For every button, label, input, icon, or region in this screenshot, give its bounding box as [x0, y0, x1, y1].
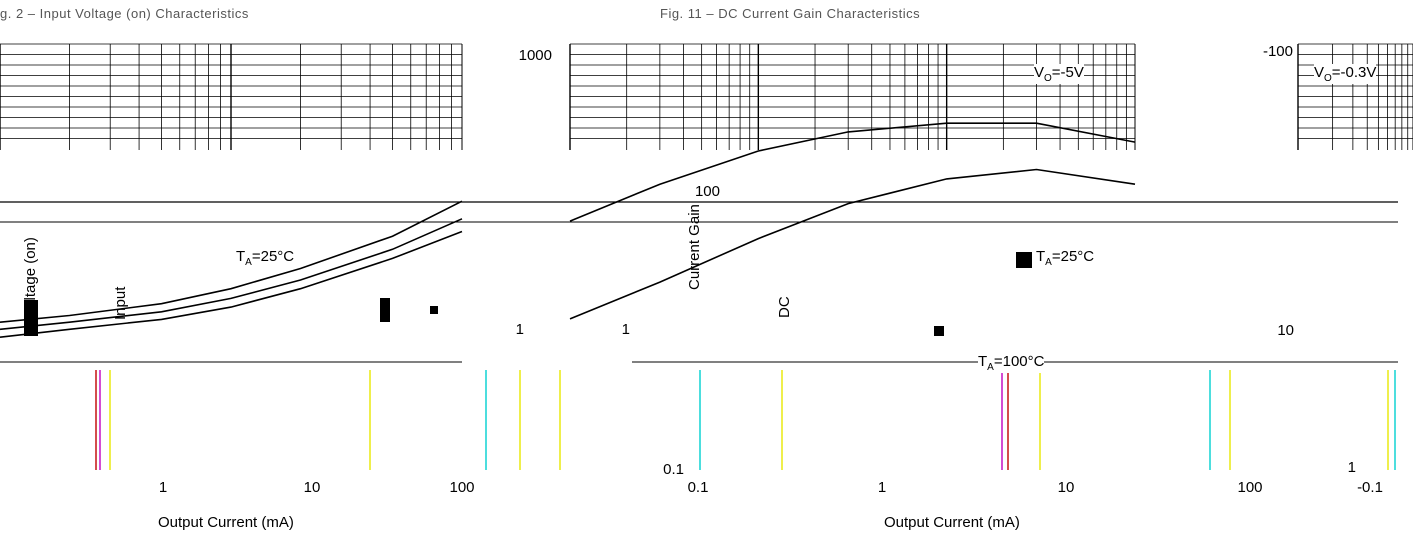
- mid-y-tick-label: 100: [695, 183, 720, 200]
- mid-series-line: [569, 168, 1136, 320]
- scan-artifact-block: [1016, 252, 1032, 268]
- left-series-line: [0, 200, 463, 323]
- mid-series-line: [569, 122, 1136, 222]
- mid-y-axis-title: Current Gain: [686, 204, 703, 290]
- mid-x-tick-label: 0.1: [688, 479, 709, 496]
- scan-artifact-block: [380, 298, 390, 322]
- right-x-tick-label: -0.1: [1357, 479, 1383, 496]
- mid-x-tick-label: 10: [1058, 479, 1075, 496]
- left-x-tick-label: 1: [159, 479, 167, 496]
- scan-artifact-block: [430, 306, 438, 314]
- scan-artifact-block: [934, 326, 944, 336]
- left-y-axis-title-2: Input: [112, 286, 129, 320]
- right-y-tick-label: 10: [1277, 322, 1294, 339]
- left-y-tick-label: 1: [622, 321, 630, 338]
- mid-y-axis-title-2: DC: [776, 296, 793, 318]
- mid-ta100-annotation: TA=100°C: [978, 353, 1045, 373]
- left-x-tick-label: 10: [304, 479, 321, 496]
- left-y-axis-title: Voltage (on): [22, 237, 39, 318]
- left-series-line: [0, 218, 463, 331]
- left-x-axis-title: Output Current (mA): [158, 514, 294, 531]
- right-vo-annotation: VO=-0.3V: [1314, 64, 1377, 84]
- right-figure-title: Fig. 11 – DC Current Gain Characteristic…: [660, 6, 921, 21]
- mid-y-tick-label: 1000: [519, 47, 552, 64]
- left-series-line: [0, 230, 463, 338]
- left-y-tick-label: 1: [516, 321, 524, 338]
- left-x-tick-label: 100: [449, 479, 474, 496]
- left-ta-annotation: TA=25°C: [236, 248, 295, 268]
- right-y-tick-label: 1: [1348, 459, 1356, 476]
- left-y-tick-label: 0.1: [663, 461, 684, 478]
- mid-ta25-annotation: TA=25°C: [1036, 248, 1095, 268]
- right-y-tick-label: -100: [1263, 43, 1293, 60]
- mid-vo-annotation: VO=-5V: [1034, 64, 1084, 84]
- mid-x-tick-label: 100: [1237, 479, 1262, 496]
- mid-x-axis-title: Output Current (mA): [884, 514, 1020, 531]
- left-figure-title: g. 2 – Input Voltage (on) Characteristic…: [0, 6, 249, 21]
- mid-x-tick-label: 1: [878, 479, 886, 496]
- scan-artifact-block: [24, 300, 38, 336]
